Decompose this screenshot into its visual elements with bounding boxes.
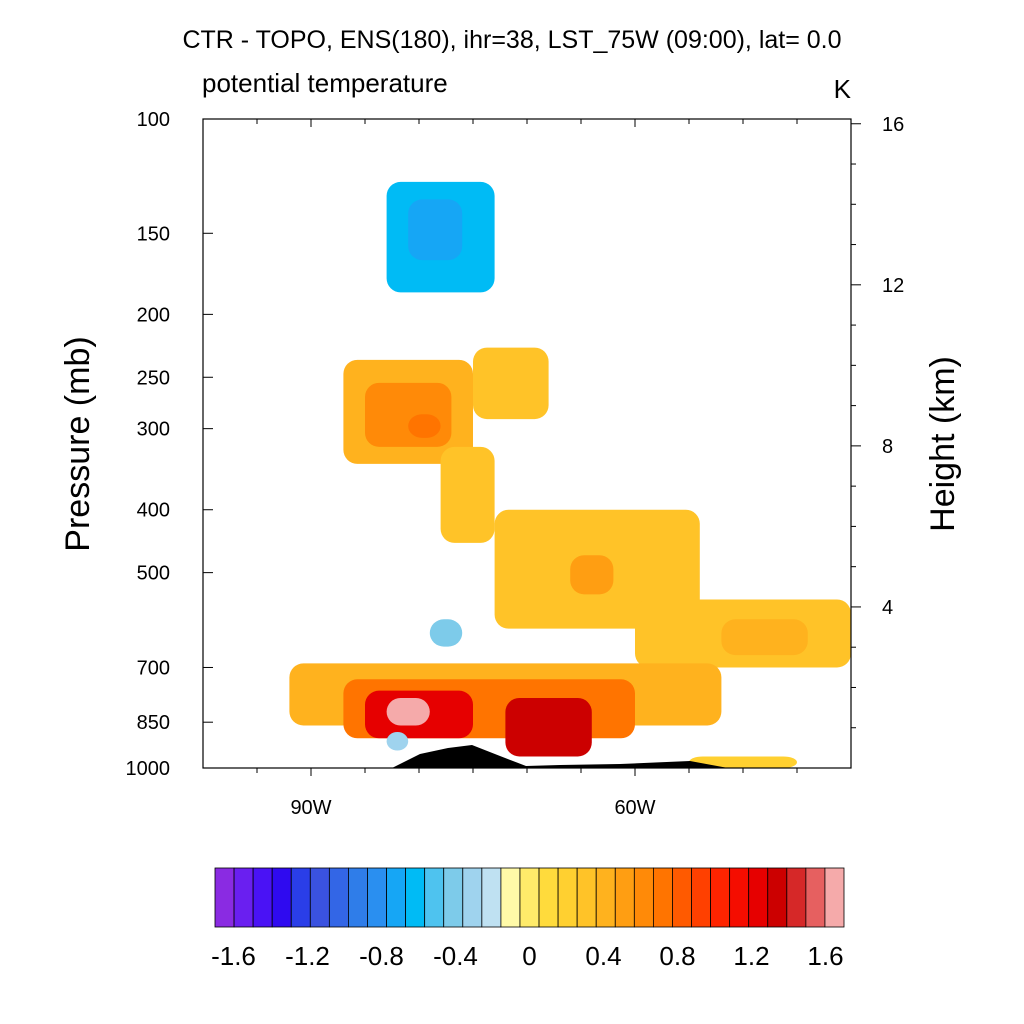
colorbar-box: [633, 867, 654, 928]
pressure-tick-label: 1000: [126, 758, 171, 780]
colorbar-box: [348, 867, 368, 928]
colorbar-box: [672, 867, 692, 928]
anomaly-region: [408, 199, 463, 261]
colorbar-tick-label: 0.4: [585, 941, 621, 971]
colorbar-tick-label: -0.4: [433, 941, 478, 971]
pressure-tick-label: 200: [137, 304, 170, 326]
colorbar-box: [481, 867, 502, 928]
colorbar-box: [233, 867, 254, 928]
colorbar-tick-label: -1.6: [211, 941, 256, 971]
colorbar-box: [328, 867, 349, 928]
colorbar-box: [824, 867, 845, 928]
longitude-tick-label: 60W: [614, 797, 655, 819]
colorbar-box: [271, 867, 292, 928]
y-axis-left-label: Pressure (mb): [59, 336, 97, 551]
anomaly-region: [440, 446, 495, 543]
colorbar-tick-label: -1.2: [285, 941, 330, 971]
colorbar-box: [652, 867, 673, 928]
colorbar-box: [386, 867, 407, 928]
anomaly-region: [473, 347, 549, 420]
anomaly-region: [721, 619, 808, 656]
colorbar-box: [290, 867, 311, 928]
anomaly-region: [365, 382, 452, 447]
colorbar-box: [691, 867, 711, 928]
pressure-tick-label: 300: [137, 419, 170, 441]
height-tick-label: 12: [882, 275, 904, 297]
anomaly-region: [570, 555, 614, 595]
pressure-axis: 100 150 200 250 300 400 500 700 850 1000: [126, 109, 213, 780]
anomaly-region: [386, 731, 409, 751]
colorbar-tick-label: -0.8: [359, 941, 404, 971]
colorbar-box: [443, 867, 464, 928]
colorbar-box: [729, 867, 750, 928]
colorbar-box: [748, 867, 769, 928]
colorbar-tick-label: 1.6: [807, 941, 843, 971]
colorbar-box: [538, 867, 559, 928]
colorbar-box: [595, 867, 616, 928]
colorbar-box: [805, 867, 826, 928]
pressure-tick-label: 100: [137, 109, 170, 131]
colorbar-box: [786, 867, 807, 928]
longitude-tick-label: 90W: [290, 797, 331, 819]
colorbar-box: [519, 867, 540, 928]
anomaly-region: [429, 619, 463, 647]
chart-subtitle: potential temperature: [202, 68, 448, 98]
anomaly-field: [289, 181, 851, 768]
colorbar-box: [367, 867, 387, 928]
pressure-tick-label: 150: [137, 223, 170, 245]
y-axis-right-label: Height (km): [924, 356, 962, 532]
colorbar-tick-label: 0.8: [659, 941, 695, 971]
anomaly-region: [689, 756, 797, 768]
pressure-tick-label: 400: [137, 500, 170, 522]
colorbar-box: [405, 867, 426, 928]
colorbar-tick-label: 1.2: [733, 941, 769, 971]
pressure-tick-label: 500: [137, 563, 170, 585]
plot-area: [202, 118, 852, 769]
colorbar-box: [309, 867, 330, 928]
pressure-tick-label: 700: [137, 657, 170, 679]
longitude-axis: 90W 60W: [256, 119, 798, 819]
height-tick-label: 16: [882, 114, 904, 136]
terrain-silhouette: [392, 745, 728, 768]
colorbar-box: [576, 867, 597, 928]
colorbar-box: [214, 867, 235, 928]
colorbar: -1.6 -1.2 -0.8 -0.4 0 0.4 0.8 1.2 1.6: [211, 867, 845, 971]
height-tick-label: 4: [882, 597, 893, 619]
pressure-tick-label: 250: [137, 367, 170, 389]
colorbar-box: [767, 867, 788, 928]
colorbar-tick-label: 0: [522, 941, 536, 971]
anomaly-region: [386, 697, 430, 726]
height-axis: 4 8 12 16: [851, 114, 904, 729]
colorbar-box: [500, 867, 521, 928]
colorbar-box: [462, 867, 483, 928]
chart-title: CTR - TOPO, ENS(180), ihr=38, LST_75W (0…: [182, 26, 841, 54]
pressure-tick-label: 850: [137, 712, 170, 734]
colorbar-box: [557, 867, 578, 928]
colorbar-box: [252, 867, 273, 928]
colorbar-box: [710, 867, 731, 928]
colorbar-box: [424, 867, 445, 928]
colorbar-box: [614, 867, 635, 928]
height-tick-label: 8: [882, 436, 893, 458]
anomaly-region: [408, 414, 441, 438]
units-label: K: [834, 74, 852, 104]
anomaly-region: [505, 697, 592, 757]
